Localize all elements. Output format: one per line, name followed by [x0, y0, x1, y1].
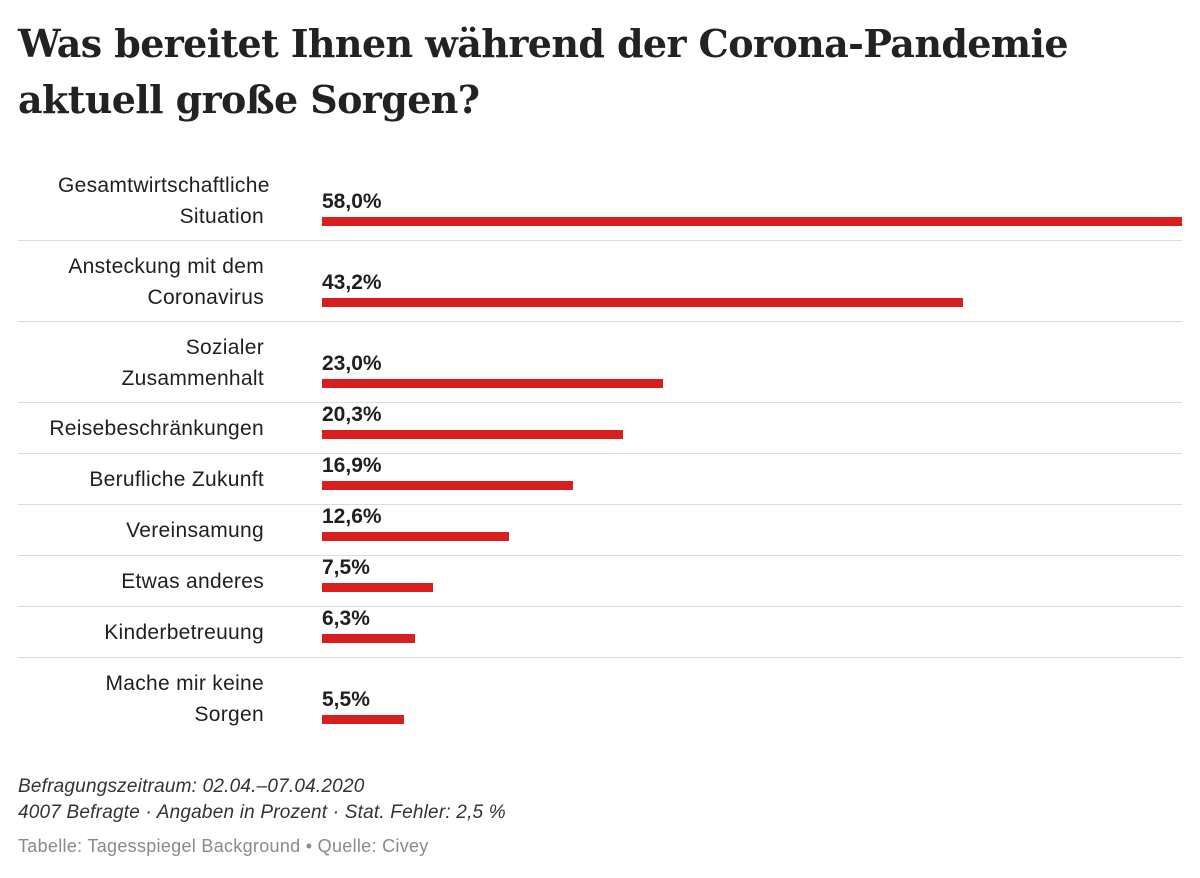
- data-label: 20,3%: [322, 403, 382, 426]
- data-label: 16,9%: [322, 454, 382, 477]
- category-label: Gesamtwirtschaftliche Situation: [18, 160, 270, 241]
- bar-row: Ansteckung mit dem Coronavirus 43,2%: [18, 241, 1182, 322]
- data-label: 5,5%: [322, 688, 370, 711]
- bar: [322, 430, 623, 439]
- category-label-text: Mache mir keine Sorgen: [105, 671, 264, 726]
- category-label: Sozialer Zusammenhalt: [18, 322, 264, 403]
- bar: [322, 715, 404, 724]
- bar-row: Berufliche Zukunft 16,9%: [18, 454, 1182, 505]
- category-label-text: Ansteckung mit dem Coronavirus: [68, 254, 264, 309]
- category-label-text: Reisebeschränkungen: [49, 417, 264, 440]
- row-divider: [18, 402, 1182, 403]
- category-label-text: Vereinsamung: [126, 519, 264, 542]
- bar: [322, 298, 963, 307]
- bar: [322, 481, 573, 490]
- chart-notes: Befragungszeitraum: 02.04.–07.04.2020 40…: [18, 774, 506, 826]
- row-divider: [18, 321, 1182, 322]
- bar-row: Reisebeschränkungen 20,3%: [18, 403, 1182, 454]
- data-label: 23,0%: [322, 352, 382, 375]
- survey-details: 4007 Befragte · Angaben in Prozent · Sta…: [18, 802, 506, 823]
- data-label: 58,0%: [322, 190, 382, 213]
- row-divider: [18, 504, 1182, 505]
- row-divider: [18, 606, 1182, 607]
- category-label: Ansteckung mit dem Coronavirus: [18, 241, 264, 322]
- bar: [322, 217, 1182, 226]
- row-divider: [18, 453, 1182, 454]
- category-label: Kinderbetreuung: [18, 607, 264, 658]
- bar-chart: Gesamtwirtschaftliche Situation 58,0% Anst…: [0, 160, 1200, 750]
- survey-period: Befragungszeitraum: 02.04.–07.04.2020: [18, 776, 365, 797]
- bar-row: Gesamtwirtschaftliche Situation 58,0%: [18, 160, 1182, 241]
- category-label: Vereinsamung: [18, 505, 264, 556]
- data-label: 12,6%: [322, 505, 382, 528]
- bar: [322, 634, 415, 643]
- category-label: Etwas anderes: [18, 556, 264, 607]
- chart-title: Was bereitet Ihnen während der Corona-Pa…: [18, 21, 1069, 122]
- bar: [322, 583, 433, 592]
- bar-row: Etwas anderes 7,5%: [18, 556, 1182, 607]
- category-label: Berufliche Zukunft: [18, 454, 264, 505]
- bar: [322, 379, 663, 388]
- row-divider: [18, 240, 1182, 241]
- category-label: Mache mir keine Sorgen: [18, 658, 264, 739]
- bar-row: Kinderbetreuung 6,3%: [18, 607, 1182, 658]
- category-label-text: Sozialer Zusammenhalt: [121, 335, 264, 390]
- data-label: 7,5%: [322, 556, 370, 579]
- bar-row: Sozialer Zusammenhalt 23,0%: [18, 322, 1182, 403]
- chart-source: Tabelle: Tagesspiegel Background • Quell…: [18, 836, 429, 856]
- data-label: 6,3%: [322, 607, 370, 630]
- row-divider: [18, 555, 1182, 556]
- bar-row: Vereinsamung 12,6%: [18, 505, 1182, 556]
- data-label: 43,2%: [322, 271, 382, 294]
- category-label: Reisebeschränkungen: [18, 403, 264, 454]
- category-label-text: Gesamtwirtschaftliche Situation: [58, 173, 270, 228]
- bar: [322, 532, 509, 541]
- category-label-text: Berufliche Zukunft: [89, 468, 264, 491]
- bar-row: Mache mir keine Sorgen 5,5%: [18, 658, 1182, 739]
- category-label-text: Kinderbetreuung: [104, 621, 264, 644]
- row-divider: [18, 657, 1182, 658]
- category-label-text: Etwas anderes: [121, 570, 264, 593]
